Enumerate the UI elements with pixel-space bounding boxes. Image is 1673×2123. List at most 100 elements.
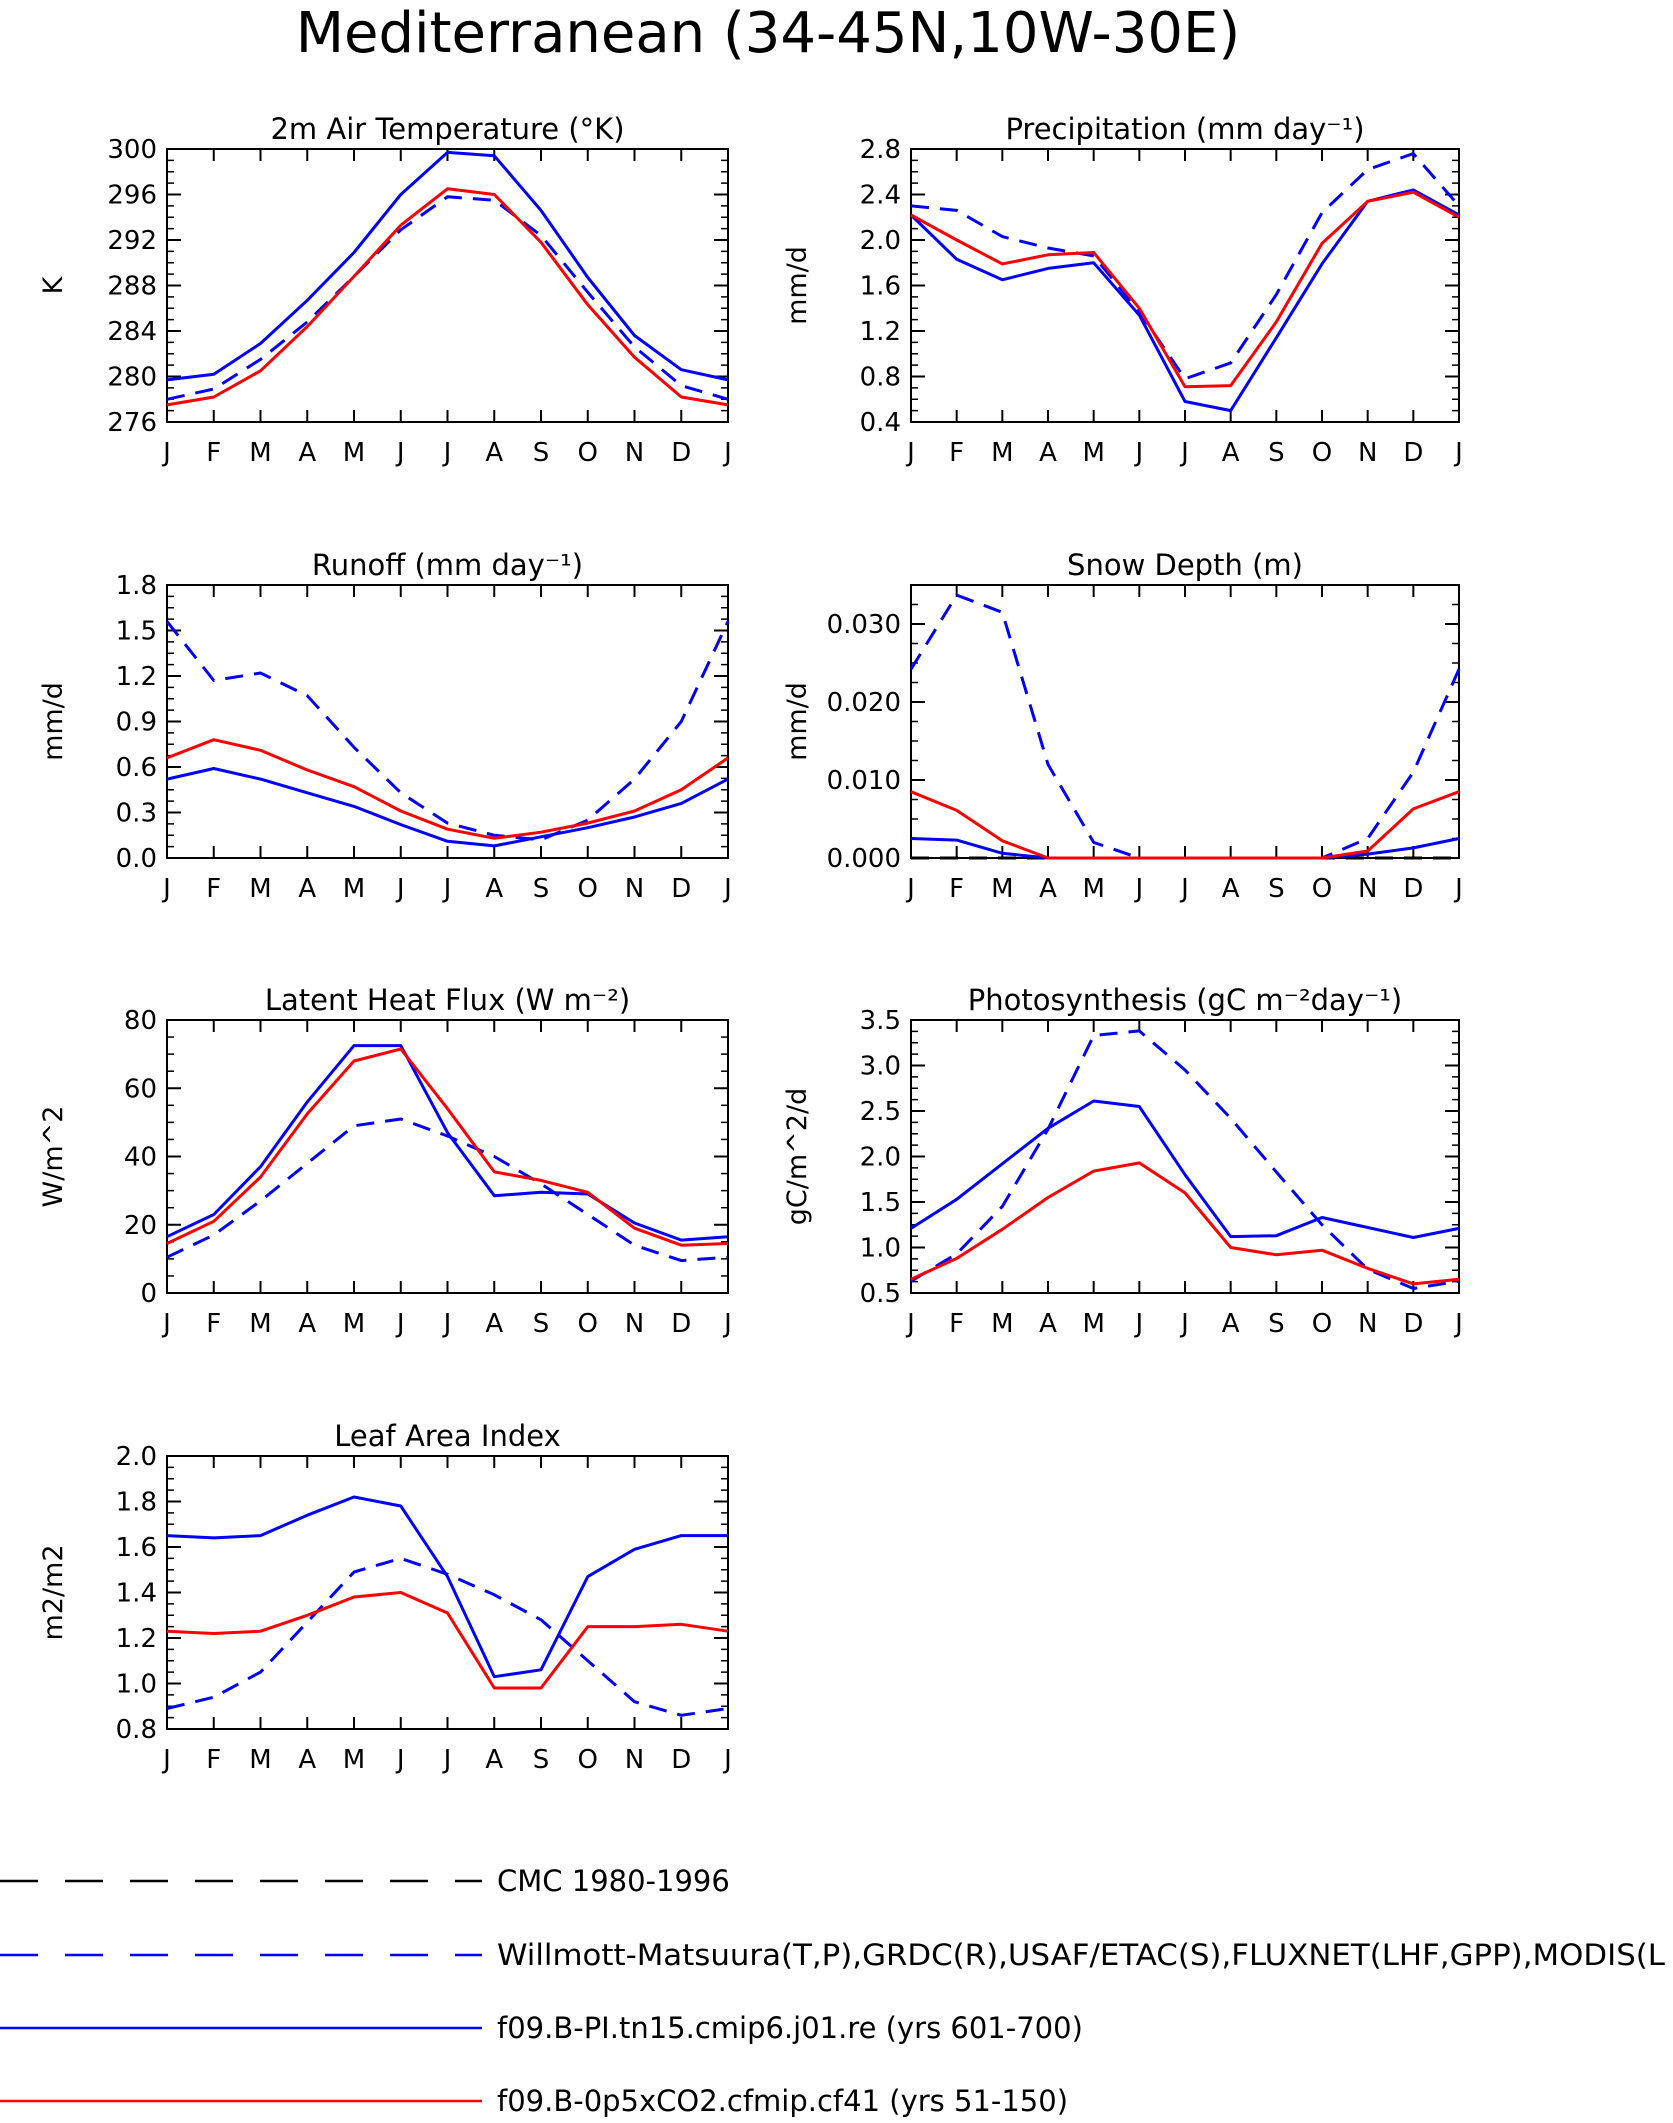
legend-item: Willmott-Matsuura(T,P),GRDC(R),USAF/ETAC… bbox=[0, 1938, 1665, 1972]
legend-label: CMC 1980-1996 bbox=[497, 1864, 730, 1898]
panel-leaf-area-index-title: Leaf Area Index bbox=[334, 1419, 560, 1453]
panel-photosynthesis-gc-m-day-series-obs bbox=[910, 1029, 1460, 1290]
y-tick-label: 300 bbox=[107, 135, 157, 165]
y-tick-label: 1.8 bbox=[116, 571, 157, 601]
x-tick-label: J bbox=[395, 1309, 405, 1339]
x-tick-label: J bbox=[395, 874, 405, 904]
x-tick-label: O bbox=[1312, 1309, 1332, 1339]
x-tick-label: J bbox=[442, 874, 452, 904]
y-tick-label: 0.8 bbox=[860, 363, 901, 393]
y-tick-label: 1.6 bbox=[116, 1533, 157, 1563]
legend-item: CMC 1980-1996 bbox=[0, 1864, 730, 1898]
x-tick-label: F bbox=[206, 874, 221, 904]
x-tick-label: N bbox=[1358, 1309, 1377, 1339]
x-tick-label: A bbox=[1222, 874, 1240, 904]
x-tick-label: O bbox=[1312, 874, 1332, 904]
y-tick-label: 284 bbox=[107, 317, 157, 347]
panel-2m-air-temperature-k-series-obs bbox=[166, 195, 729, 401]
x-tick-label: N bbox=[1358, 438, 1377, 468]
y-tick-label: 1.0 bbox=[860, 1234, 901, 1264]
x-tick-label: O bbox=[578, 1309, 598, 1339]
y-tick-label: 1.6 bbox=[860, 272, 901, 302]
x-tick-label: M bbox=[991, 874, 1013, 904]
x-tick-label: J bbox=[905, 874, 915, 904]
panel-snow-depth-m-title: Snow Depth (m) bbox=[1067, 548, 1303, 582]
panel-precipitation-mm-day: J F M A M J J A S O N D J0.40.81.21.62.02.42.8Precip… bbox=[782, 112, 1463, 468]
panel-photosynthesis-gc-m-day-series-exp bbox=[910, 1161, 1460, 1286]
panel-snow-depth-m-series-obs bbox=[909, 593, 1461, 860]
x-tick-label: M bbox=[343, 1745, 365, 1775]
x-tick-label: O bbox=[578, 1745, 598, 1775]
x-tick-label: J bbox=[1179, 1309, 1189, 1339]
panel-2m-air-temperature-k-title: 2m Air Temperature (°K) bbox=[270, 112, 624, 146]
panel-photosynthesis-gc-m-day: J F M A M J J A S O N D J0.51.01.52.02.53.03.5Photos… bbox=[782, 983, 1463, 1339]
x-tick-label: F bbox=[206, 1745, 221, 1775]
panel-photosynthesis-gc-m-day-frame bbox=[910, 1019, 1460, 1294]
panel-leaf-area-index-series-obs bbox=[166, 1556, 729, 1717]
legend-label: Willmott-Matsuura(T,P),GRDC(R),USAF/ETAC… bbox=[497, 1938, 1665, 1972]
x-tick-label: J bbox=[1133, 438, 1143, 468]
panel-photosynthesis-gc-m-day-ylabel: gC/m^2/d bbox=[782, 1088, 813, 1225]
panel-snow-depth-m-series-exp bbox=[910, 790, 1460, 860]
legend-label: f09.B-PI.tn15.cmip6.j01.re (yrs 601-700) bbox=[497, 2011, 1083, 2045]
x-tick-label: J bbox=[395, 438, 405, 468]
x-tick-label: A bbox=[485, 1309, 503, 1339]
x-tick-label: J bbox=[161, 1745, 171, 1775]
y-tick-label: 276 bbox=[107, 408, 157, 438]
x-tick-label: M bbox=[343, 874, 365, 904]
x-tick-label: J bbox=[722, 438, 732, 468]
x-tick-label: A bbox=[1222, 438, 1240, 468]
panel-runoff-mm-day-title: Runoff (mm day⁻¹) bbox=[312, 548, 583, 582]
x-tick-label: S bbox=[1268, 874, 1285, 904]
panel-2m-air-temperature-k-ylabel: K bbox=[38, 275, 69, 294]
panel-runoff-mm-day-ylabel: mm/d bbox=[38, 682, 69, 761]
y-tick-label: 0.6 bbox=[116, 753, 157, 783]
panel-precipitation-mm-day-title: Precipitation (mm day⁻¹) bbox=[1005, 112, 1364, 146]
x-tick-label: J bbox=[905, 438, 915, 468]
panel-latent-heat-flux-w-m-ylabel: W/m^2 bbox=[38, 1106, 69, 1208]
y-tick-label: 0.030 bbox=[827, 610, 901, 640]
y-tick-label: 3.5 bbox=[860, 1006, 901, 1036]
x-tick-label: J bbox=[1133, 874, 1143, 904]
x-tick-label: D bbox=[1403, 438, 1423, 468]
x-tick-label: F bbox=[949, 438, 964, 468]
panel-photosynthesis-gc-m-day-series-ctl bbox=[910, 1099, 1460, 1239]
x-tick-label: N bbox=[625, 874, 644, 904]
x-tick-label: F bbox=[206, 1309, 221, 1339]
y-tick-label: 0.000 bbox=[827, 844, 901, 874]
x-tick-label: N bbox=[625, 1745, 644, 1775]
x-tick-label: S bbox=[1268, 1309, 1285, 1339]
y-tick-label: 1.8 bbox=[116, 1488, 157, 1518]
x-tick-label: S bbox=[533, 1745, 550, 1775]
x-tick-label: J bbox=[1453, 1309, 1463, 1339]
y-tick-label: 2.0 bbox=[116, 1442, 157, 1472]
panel-latent-heat-flux-w-m-series-obs bbox=[166, 1117, 729, 1263]
panel-precipitation-mm-day-series-ctl bbox=[909, 188, 1460, 413]
y-tick-label: 0.0 bbox=[116, 844, 157, 874]
panel-runoff-mm-day: J F M A M J J A S O N D J0.00.30.60.91.21.51.8Runoff… bbox=[38, 548, 732, 904]
panel-runoff-mm-day-series-ctl bbox=[166, 767, 729, 848]
x-tick-label: J bbox=[722, 1309, 732, 1339]
y-tick-label: 1.4 bbox=[116, 1579, 157, 1609]
y-tick-label: 1.5 bbox=[116, 617, 157, 647]
x-tick-label: J bbox=[395, 1745, 405, 1775]
x-tick-label: A bbox=[298, 874, 316, 904]
y-tick-label: 3.0 bbox=[860, 1052, 901, 1082]
x-tick-label: D bbox=[1403, 874, 1423, 904]
y-tick-label: 0.4 bbox=[860, 408, 901, 438]
x-tick-label: O bbox=[1312, 438, 1332, 468]
figure-title: Mediterranean (34-45N,10W-30E) bbox=[296, 1, 1241, 66]
x-tick-label: S bbox=[533, 1309, 550, 1339]
panel-precipitation-mm-day-ylabel: mm/d bbox=[782, 246, 813, 325]
x-tick-label: M bbox=[249, 438, 271, 468]
y-tick-label: 60 bbox=[124, 1074, 157, 1104]
panel-latent-heat-flux-w-m-series-ctl bbox=[166, 1044, 729, 1242]
panel-snow-depth-m-frame bbox=[910, 584, 1460, 859]
x-tick-label: O bbox=[578, 438, 598, 468]
panel-latent-heat-flux-w-m-title: Latent Heat Flux (W m⁻²) bbox=[265, 983, 630, 1017]
panel-2m-air-temperature-k-series-ctl bbox=[166, 150, 729, 382]
